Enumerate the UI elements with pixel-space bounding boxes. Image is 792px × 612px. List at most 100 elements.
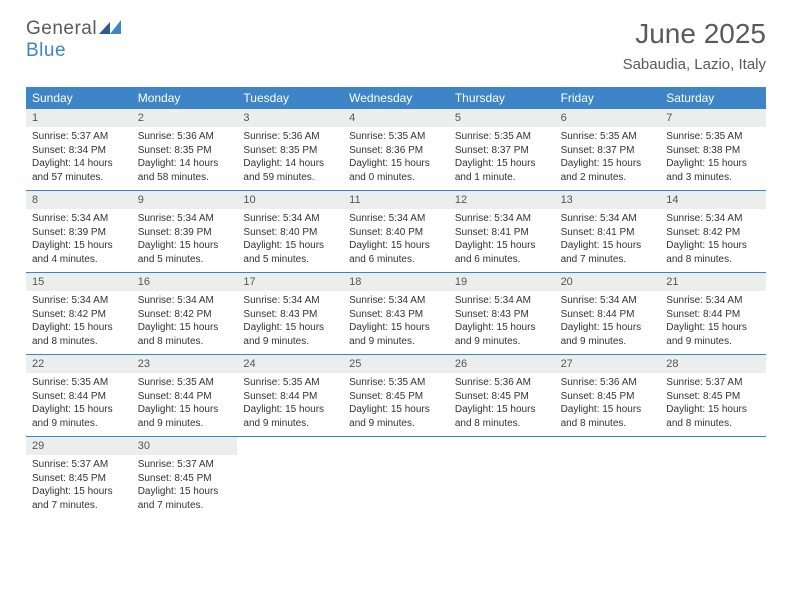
location: Sabaudia, Lazio, Italy [623,56,766,73]
day-body: Sunrise: 5:34 AMSunset: 8:44 PMDaylight:… [660,291,766,348]
day-cell: 15Sunrise: 5:34 AMSunset: 8:42 PMDayligh… [26,273,132,348]
sunset-line: Sunset: 8:44 PM [138,390,232,404]
daylight-line: Daylight: 14 hours and 59 minutes. [243,157,337,184]
day-cell: 12Sunrise: 5:34 AMSunset: 8:41 PMDayligh… [449,191,555,266]
day-number: 24 [237,355,343,373]
daylight-line: Daylight: 15 hours and 9 minutes. [243,403,337,430]
header: General Blue June 2025 Sabaudia, Lazio, … [26,18,766,73]
day-number: 10 [237,191,343,209]
sunrise-line: Sunrise: 5:34 AM [138,294,232,308]
day-number: 14 [660,191,766,209]
day-body: Sunrise: 5:37 AMSunset: 8:45 PMDaylight:… [132,455,238,512]
day-number: 27 [555,355,661,373]
day-number: 1 [26,109,132,127]
daylight-line: Daylight: 15 hours and 8 minutes. [666,239,760,266]
sunrise-line: Sunrise: 5:37 AM [32,130,126,144]
daylight-line: Daylight: 14 hours and 57 minutes. [32,157,126,184]
daylight-line: Daylight: 15 hours and 0 minutes. [349,157,443,184]
logo-text-blue: Blue [26,40,66,61]
day-body: Sunrise: 5:34 AMSunset: 8:42 PMDaylight:… [660,209,766,266]
day-body: Sunrise: 5:34 AMSunset: 8:39 PMDaylight:… [26,209,132,266]
sunrise-line: Sunrise: 5:35 AM [561,130,655,144]
day-body: Sunrise: 5:34 AMSunset: 8:43 PMDaylight:… [343,291,449,348]
sunrise-line: Sunrise: 5:35 AM [138,376,232,390]
day-cell: 4Sunrise: 5:35 AMSunset: 8:36 PMDaylight… [343,109,449,184]
weekday-label: Friday [555,87,661,109]
day-body: Sunrise: 5:34 AMSunset: 8:41 PMDaylight:… [555,209,661,266]
daylight-line: Daylight: 15 hours and 7 minutes. [138,485,232,512]
sunrise-line: Sunrise: 5:34 AM [349,212,443,226]
daylight-line: Daylight: 15 hours and 5 minutes. [243,239,337,266]
logo-text-general: General [26,18,97,39]
day-number: 29 [26,437,132,455]
daylight-line: Daylight: 15 hours and 9 minutes. [455,321,549,348]
calendar-week: 22Sunrise: 5:35 AMSunset: 8:44 PMDayligh… [26,355,766,437]
calendar-week: 1Sunrise: 5:37 AMSunset: 8:34 PMDaylight… [26,109,766,191]
sunrise-line: Sunrise: 5:34 AM [666,294,760,308]
day-number: 21 [660,273,766,291]
daylight-line: Daylight: 15 hours and 9 minutes. [32,403,126,430]
sunset-line: Sunset: 8:44 PM [666,308,760,322]
sunset-line: Sunset: 8:39 PM [32,226,126,240]
day-cell: 17Sunrise: 5:34 AMSunset: 8:43 PMDayligh… [237,273,343,348]
daylight-line: Daylight: 15 hours and 9 minutes. [666,321,760,348]
sunrise-line: Sunrise: 5:34 AM [349,294,443,308]
daylight-line: Daylight: 15 hours and 6 minutes. [349,239,443,266]
daylight-line: Daylight: 15 hours and 8 minutes. [138,321,232,348]
day-number: 15 [26,273,132,291]
sunset-line: Sunset: 8:45 PM [666,390,760,404]
daylight-line: Daylight: 15 hours and 9 minutes. [243,321,337,348]
sunrise-line: Sunrise: 5:34 AM [138,212,232,226]
daylight-line: Daylight: 15 hours and 9 minutes. [561,321,655,348]
day-cell: 10Sunrise: 5:34 AMSunset: 8:40 PMDayligh… [237,191,343,266]
day-cell: 28Sunrise: 5:37 AMSunset: 8:45 PMDayligh… [660,355,766,430]
calendar-week: 29Sunrise: 5:37 AMSunset: 8:45 PMDayligh… [26,437,766,518]
day-cell: 13Sunrise: 5:34 AMSunset: 8:41 PMDayligh… [555,191,661,266]
day-body: Sunrise: 5:35 AMSunset: 8:44 PMDaylight:… [26,373,132,430]
day-number: 11 [343,191,449,209]
title-block: June 2025 Sabaudia, Lazio, Italy [623,18,766,73]
day-body: Sunrise: 5:35 AMSunset: 8:44 PMDaylight:… [237,373,343,430]
daylight-line: Daylight: 15 hours and 9 minutes. [349,321,443,348]
calendar-week: 8Sunrise: 5:34 AMSunset: 8:39 PMDaylight… [26,191,766,273]
sunrise-line: Sunrise: 5:37 AM [32,458,126,472]
day-cell: . [449,437,555,512]
day-body: Sunrise: 5:34 AMSunset: 8:43 PMDaylight:… [237,291,343,348]
day-body: Sunrise: 5:34 AMSunset: 8:41 PMDaylight:… [449,209,555,266]
sunrise-line: Sunrise: 5:34 AM [455,212,549,226]
weekday-label: Monday [132,87,238,109]
weekday-label: Saturday [660,87,766,109]
sunset-line: Sunset: 8:43 PM [455,308,549,322]
sunrise-line: Sunrise: 5:37 AM [138,458,232,472]
sunset-line: Sunset: 8:45 PM [32,472,126,486]
day-number: 28 [660,355,766,373]
day-cell: . [555,437,661,512]
daylight-line: Daylight: 15 hours and 8 minutes. [32,321,126,348]
sunset-line: Sunset: 8:42 PM [138,308,232,322]
day-number: 25 [343,355,449,373]
sunset-line: Sunset: 8:43 PM [243,308,337,322]
day-cell: . [660,437,766,512]
day-body: Sunrise: 5:37 AMSunset: 8:45 PMDaylight:… [660,373,766,430]
sunrise-line: Sunrise: 5:34 AM [243,294,337,308]
daylight-line: Daylight: 15 hours and 6 minutes. [455,239,549,266]
sunset-line: Sunset: 8:36 PM [349,144,443,158]
day-body: Sunrise: 5:34 AMSunset: 8:42 PMDaylight:… [26,291,132,348]
sunset-line: Sunset: 8:40 PM [243,226,337,240]
day-number: 20 [555,273,661,291]
day-cell: 19Sunrise: 5:34 AMSunset: 8:43 PMDayligh… [449,273,555,348]
day-number: 5 [449,109,555,127]
day-body: Sunrise: 5:34 AMSunset: 8:42 PMDaylight:… [132,291,238,348]
day-cell: 14Sunrise: 5:34 AMSunset: 8:42 PMDayligh… [660,191,766,266]
day-body: Sunrise: 5:34 AMSunset: 8:39 PMDaylight:… [132,209,238,266]
day-body: Sunrise: 5:35 AMSunset: 8:38 PMDaylight:… [660,127,766,184]
weekday-label: Thursday [449,87,555,109]
day-cell: 24Sunrise: 5:35 AMSunset: 8:44 PMDayligh… [237,355,343,430]
sunrise-line: Sunrise: 5:36 AM [455,376,549,390]
day-cell: 21Sunrise: 5:34 AMSunset: 8:44 PMDayligh… [660,273,766,348]
day-cell: . [237,437,343,512]
daylight-line: Daylight: 15 hours and 7 minutes. [32,485,126,512]
day-cell: 9Sunrise: 5:34 AMSunset: 8:39 PMDaylight… [132,191,238,266]
day-cell: 16Sunrise: 5:34 AMSunset: 8:42 PMDayligh… [132,273,238,348]
day-number: 3 [237,109,343,127]
